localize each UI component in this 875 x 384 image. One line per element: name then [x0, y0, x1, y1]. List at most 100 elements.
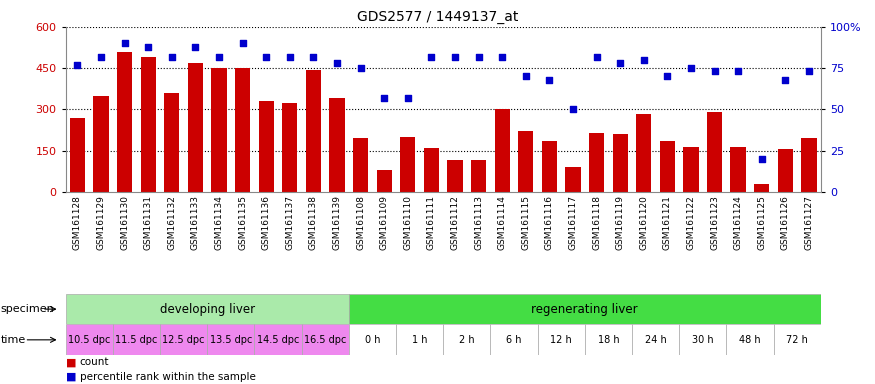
- Point: [235, 40, 249, 46]
- Bar: [537, 324, 584, 355]
- Point: [448, 53, 462, 60]
- Point: [590, 53, 604, 60]
- Text: specimen: specimen: [1, 304, 54, 314]
- Point: [306, 53, 320, 60]
- Text: 13.5 dpc: 13.5 dpc: [210, 335, 252, 345]
- Bar: [726, 324, 774, 355]
- Point: [708, 68, 722, 74]
- Bar: [754, 184, 769, 192]
- Bar: [542, 141, 557, 192]
- Text: 11.5 dpc: 11.5 dpc: [116, 335, 158, 345]
- Bar: [396, 324, 444, 355]
- Point: [188, 44, 202, 50]
- Text: GDS2577 / 1449137_at: GDS2577 / 1449137_at: [357, 10, 518, 23]
- Point: [94, 53, 108, 60]
- Point: [377, 95, 391, 101]
- Bar: [117, 52, 132, 192]
- Text: 30 h: 30 h: [692, 335, 714, 345]
- Bar: [444, 324, 490, 355]
- Point: [519, 73, 533, 79]
- Point: [613, 60, 627, 66]
- Bar: [679, 324, 726, 355]
- Bar: [802, 138, 816, 192]
- Bar: [353, 138, 368, 192]
- Bar: [113, 324, 160, 355]
- Text: ■: ■: [66, 358, 76, 367]
- Bar: [282, 103, 298, 192]
- Bar: [212, 68, 227, 192]
- Point: [495, 53, 509, 60]
- Bar: [683, 147, 698, 192]
- Bar: [565, 167, 581, 192]
- Point: [637, 57, 651, 63]
- Point: [212, 53, 226, 60]
- Point: [684, 65, 698, 71]
- Bar: [584, 324, 632, 355]
- Bar: [424, 148, 439, 192]
- Text: 12 h: 12 h: [550, 335, 572, 345]
- Bar: [612, 134, 628, 192]
- Point: [259, 53, 273, 60]
- Text: 48 h: 48 h: [739, 335, 760, 345]
- Point: [141, 44, 155, 50]
- Text: 10.5 dpc: 10.5 dpc: [68, 335, 110, 345]
- Text: regenerating liver: regenerating liver: [531, 303, 638, 316]
- Bar: [258, 101, 274, 192]
- Bar: [490, 324, 537, 355]
- Bar: [778, 149, 793, 192]
- Point: [566, 106, 580, 113]
- Bar: [164, 93, 179, 192]
- Bar: [66, 294, 349, 324]
- Text: 24 h: 24 h: [645, 335, 667, 345]
- Bar: [471, 161, 487, 192]
- Point: [755, 156, 769, 162]
- Text: 14.5 dpc: 14.5 dpc: [257, 335, 299, 345]
- Bar: [589, 133, 605, 192]
- Point: [779, 77, 793, 83]
- Point: [330, 60, 344, 66]
- Bar: [494, 109, 510, 192]
- Bar: [400, 137, 416, 192]
- Point: [732, 68, 746, 74]
- Point: [542, 77, 556, 83]
- Bar: [731, 147, 746, 192]
- Bar: [188, 63, 203, 192]
- Text: developing liver: developing liver: [159, 303, 255, 316]
- Text: 1 h: 1 h: [412, 335, 427, 345]
- Point: [164, 53, 178, 60]
- Bar: [141, 57, 156, 192]
- Text: 2 h: 2 h: [459, 335, 474, 345]
- Text: ■: ■: [66, 372, 76, 382]
- Bar: [302, 324, 349, 355]
- Bar: [349, 294, 821, 324]
- Bar: [636, 114, 651, 192]
- Text: 72 h: 72 h: [787, 335, 808, 345]
- Point: [472, 53, 486, 60]
- Text: 6 h: 6 h: [507, 335, 522, 345]
- Bar: [632, 324, 679, 355]
- Bar: [349, 324, 396, 355]
- Text: time: time: [1, 335, 26, 345]
- Bar: [70, 118, 85, 192]
- Text: 0 h: 0 h: [365, 335, 380, 345]
- Text: 18 h: 18 h: [598, 335, 619, 345]
- Text: 16.5 dpc: 16.5 dpc: [304, 335, 347, 345]
- Point: [401, 95, 415, 101]
- Bar: [207, 324, 255, 355]
- Bar: [305, 70, 321, 192]
- Point: [424, 53, 438, 60]
- Bar: [707, 112, 722, 192]
- Point: [661, 73, 675, 79]
- Point: [354, 65, 367, 71]
- Bar: [774, 324, 821, 355]
- Point: [283, 53, 297, 60]
- Bar: [255, 324, 302, 355]
- Text: 12.5 dpc: 12.5 dpc: [163, 335, 205, 345]
- Bar: [660, 141, 675, 192]
- Bar: [329, 98, 345, 192]
- Text: percentile rank within the sample: percentile rank within the sample: [80, 372, 256, 382]
- Bar: [160, 324, 207, 355]
- Text: count: count: [80, 358, 109, 367]
- Bar: [94, 96, 108, 192]
- Point: [802, 68, 816, 74]
